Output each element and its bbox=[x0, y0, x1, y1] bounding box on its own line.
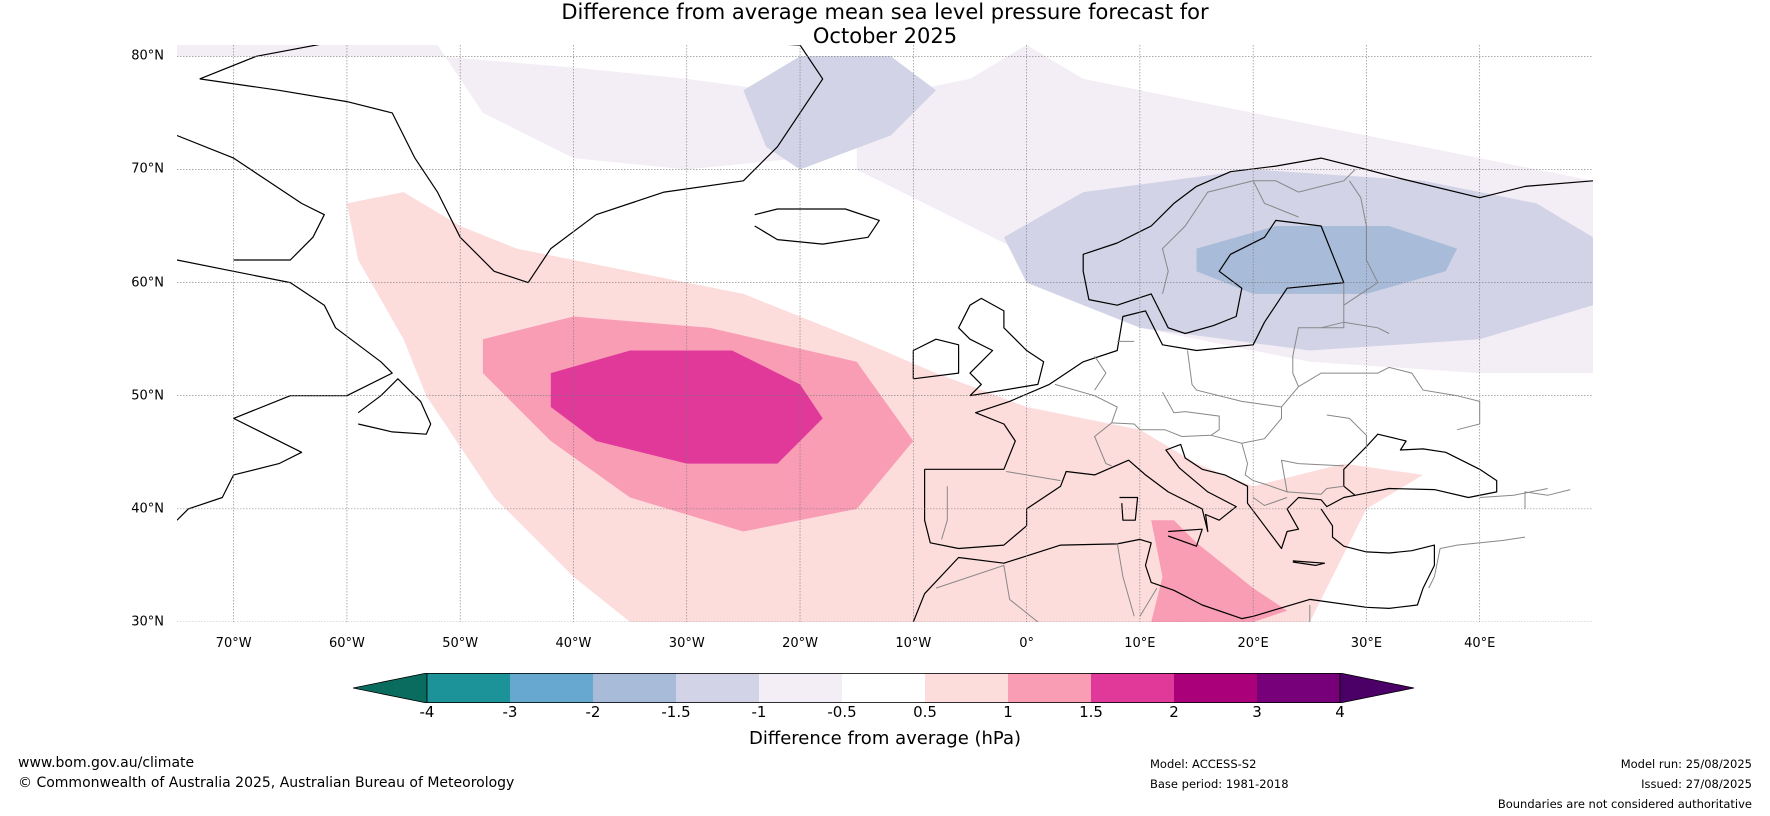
title-line-2: October 2025 bbox=[812, 24, 958, 48]
map-canvas bbox=[177, 45, 1593, 622]
border-23 bbox=[1479, 488, 1548, 498]
colorbar-segment bbox=[1257, 673, 1340, 703]
border-1 bbox=[941, 486, 948, 540]
coastline-3 bbox=[177, 259, 393, 521]
colorbar-under-arrow bbox=[353, 673, 428, 703]
footer-issued: Issued: 27/08/2025 bbox=[1641, 777, 1752, 791]
coastline-7 bbox=[924, 157, 1593, 470]
coastline-12 bbox=[1292, 560, 1326, 567]
colorbar-tick-label: -0.5 bbox=[827, 703, 857, 721]
colorbar-tick-label: -1.5 bbox=[661, 703, 691, 721]
footer-model-run: Model run: 25/08/2025 bbox=[1620, 757, 1752, 771]
coastline-1 bbox=[754, 208, 880, 245]
border-8 bbox=[1241, 443, 1344, 493]
colorbar-segment bbox=[427, 673, 510, 703]
longitude-label: 30°W bbox=[668, 636, 705, 651]
coastline-8 bbox=[923, 433, 1498, 550]
latitude-label: 80°N bbox=[131, 48, 164, 64]
footer-model: Model: ACCESS-S2 bbox=[1150, 757, 1257, 771]
colorbar-tick-label: -2 bbox=[585, 703, 601, 721]
title-line-1: Difference from average mean sea level p… bbox=[561, 0, 1209, 24]
border-17 bbox=[935, 564, 1039, 622]
colorbar-tick-label: 0.5 bbox=[913, 703, 937, 721]
border-7 bbox=[1211, 407, 1282, 444]
colorbar-segment bbox=[1174, 673, 1257, 703]
colorbar-tick-label: -1 bbox=[751, 703, 767, 721]
colorbar-tick-label: 4 bbox=[1335, 703, 1345, 721]
longitude-label: 30°E bbox=[1350, 636, 1383, 651]
longitude-label: 10°E bbox=[1124, 636, 1156, 651]
border-0 bbox=[1006, 471, 1061, 482]
coastline-2 bbox=[177, 134, 325, 261]
colorbar-title: Difference from average (hPa) bbox=[748, 728, 1022, 749]
border-19 bbox=[1139, 587, 1158, 617]
colorbar-outline bbox=[426, 673, 1341, 703]
coastline-9 bbox=[912, 508, 1436, 622]
longitude-label: 70°W bbox=[215, 636, 252, 651]
border-10 bbox=[1252, 497, 1288, 507]
anomaly-region-scandinavia-low-2 bbox=[1196, 226, 1458, 294]
footer-disclaimer: Boundaries are not considered authoritat… bbox=[1497, 797, 1752, 811]
border-16 bbox=[1252, 180, 1299, 218]
colorbar-segment bbox=[925, 673, 1008, 703]
border-3 bbox=[1094, 355, 1107, 391]
latitude-label: 30°N bbox=[131, 614, 164, 630]
border-5 bbox=[1187, 282, 1345, 408]
colorbar-tick-label: -4 bbox=[419, 703, 435, 721]
colorbar-tick-label: 1.5 bbox=[1079, 703, 1103, 721]
latitude-label: 70°N bbox=[131, 161, 164, 177]
border-9 bbox=[1287, 485, 1344, 495]
coastline-11 bbox=[1119, 496, 1139, 521]
longitude-label: 0° bbox=[1019, 636, 1034, 651]
border-13 bbox=[1320, 321, 1390, 334]
colorbar-segment bbox=[842, 673, 925, 703]
colorbar-segment bbox=[759, 673, 842, 703]
border-11 bbox=[1326, 414, 1367, 449]
forecast-map bbox=[177, 45, 1593, 622]
coastline-0 bbox=[199, 45, 824, 284]
colorbar-tick-label: 3 bbox=[1252, 703, 1262, 721]
longitude-label: 20°W bbox=[782, 636, 818, 651]
colorbar-tick-label: -3 bbox=[502, 703, 518, 721]
footer-copyright: © Commonwealth of Australia 2025, Austra… bbox=[18, 775, 515, 791]
colorbar-segment bbox=[1008, 673, 1091, 703]
colorbar bbox=[353, 673, 1415, 703]
longitude-label: 40°E bbox=[1464, 636, 1496, 651]
border-21 bbox=[1428, 536, 1526, 589]
colorbar-segment bbox=[1091, 673, 1174, 703]
colorbar-tick-label: 1 bbox=[1003, 703, 1013, 721]
border-18 bbox=[1116, 542, 1135, 617]
longitude-label: 20°E bbox=[1237, 636, 1269, 651]
colorbar-tick-label: 2 bbox=[1169, 703, 1179, 721]
longitude-label: 40°W bbox=[555, 636, 592, 651]
border-12 bbox=[1298, 366, 1481, 431]
latitude-label: 40°N bbox=[131, 501, 164, 517]
colorbar-segment bbox=[510, 673, 593, 703]
longitude-label: 60°W bbox=[328, 636, 365, 651]
coastline-4 bbox=[357, 378, 432, 435]
anomaly-region-atlantic-high-3 bbox=[550, 350, 823, 464]
colorbar-segment bbox=[676, 673, 759, 703]
coastline-6 bbox=[957, 297, 1045, 397]
coastline-10 bbox=[1167, 528, 1203, 547]
latitude-label: 60°N bbox=[131, 275, 164, 291]
footer-base-period: Base period: 1981-2018 bbox=[1150, 777, 1289, 791]
chart-title: Difference from average mean sea level p… bbox=[0, 0, 1770, 48]
latitude-label: 50°N bbox=[131, 388, 164, 404]
anomaly-region-arctic-low-2 bbox=[743, 56, 936, 170]
longitude-label: 50°W bbox=[442, 636, 479, 651]
colorbar-over-arrow bbox=[1339, 673, 1415, 703]
border-22 bbox=[1524, 489, 1571, 509]
footer-website: www.bom.gov.au/climate bbox=[18, 755, 195, 771]
colorbar-segment bbox=[593, 673, 676, 703]
longitude-label: 10°W bbox=[895, 636, 932, 651]
